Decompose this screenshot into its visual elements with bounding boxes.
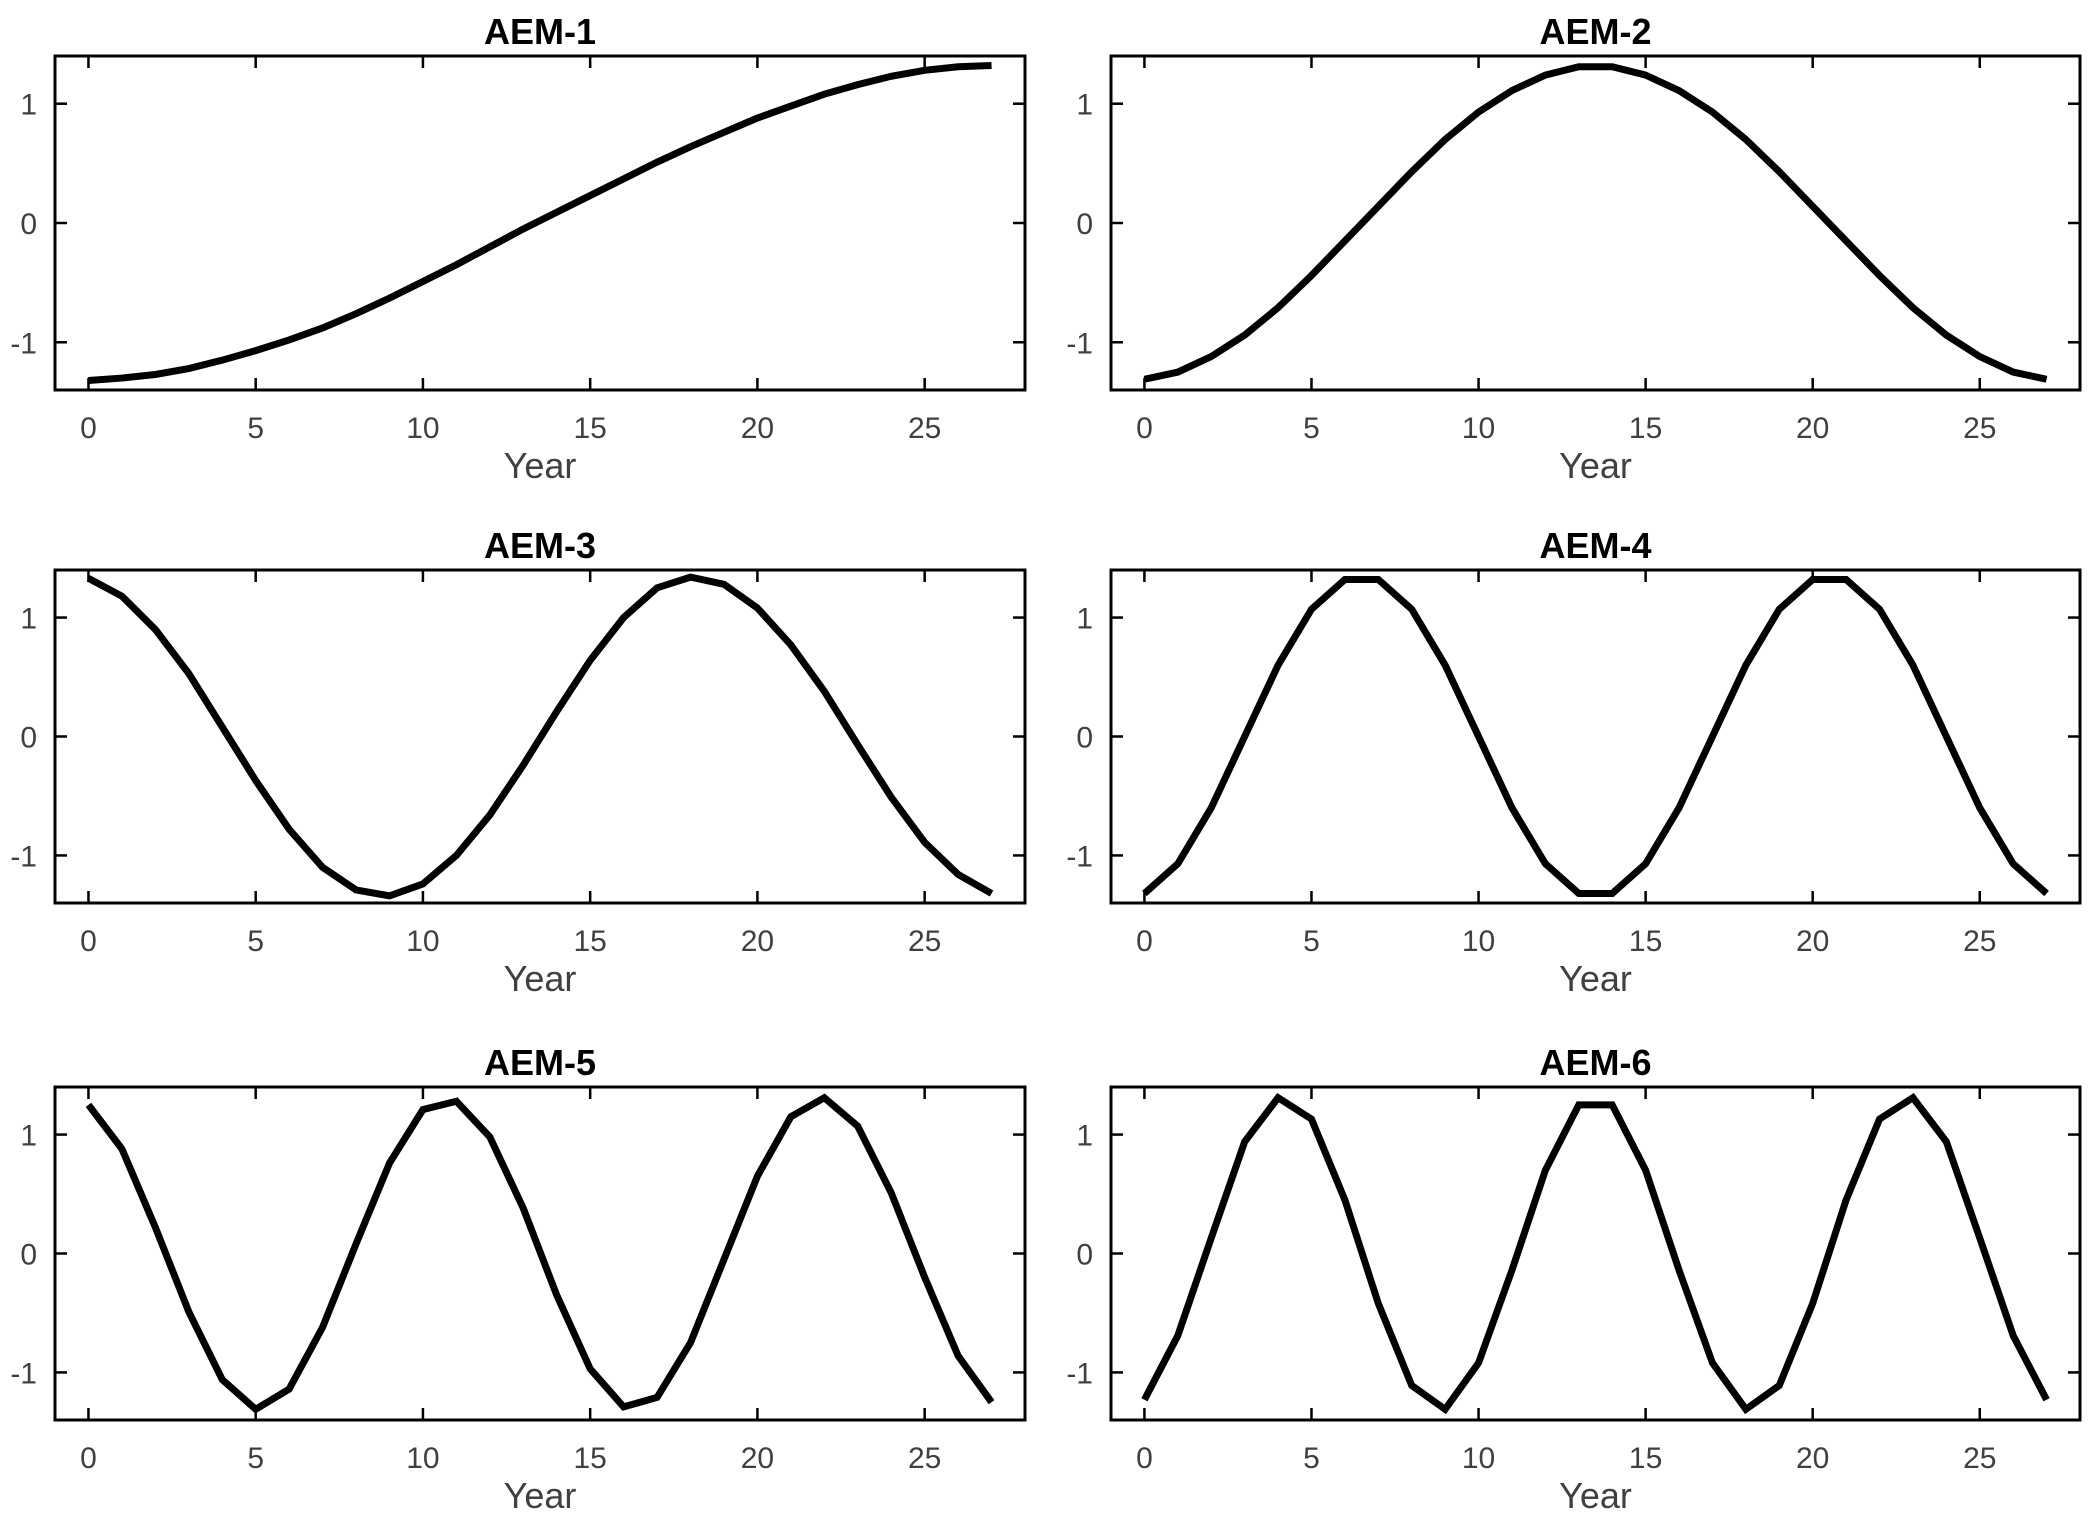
chart-panel-3: AEM-3 0 5 10 15 20 25 -1 0 1 Year bbox=[10, 525, 1027, 999]
x-tick-label: 15 bbox=[1629, 412, 1662, 445]
y-tick-label: -1 bbox=[10, 1357, 37, 1390]
chart-title: AEM-6 bbox=[1539, 1042, 1651, 1083]
x-tick-label: 20 bbox=[741, 412, 774, 445]
chart-panel-6: AEM-6 0 5 10 15 20 25 -1 0 1 Year bbox=[1066, 1042, 2082, 1516]
x-tick-label: 5 bbox=[247, 1442, 264, 1475]
x-tick-label: 5 bbox=[247, 925, 264, 958]
y-tick-label: -1 bbox=[1066, 1357, 1093, 1390]
x-tick-label: 25 bbox=[908, 925, 941, 958]
x-tick-label: 25 bbox=[1963, 1442, 1996, 1475]
x-tick-label: 20 bbox=[1796, 1442, 1829, 1475]
x-tick-label: 5 bbox=[1303, 1442, 1320, 1475]
series-line-1 bbox=[1142, 576, 2049, 897]
chart-title: AEM-4 bbox=[1539, 525, 1651, 566]
chart-panel-2: AEM-2 0 5 10 15 20 25 -1 0 1 Year bbox=[1066, 11, 2082, 486]
y-tick-label: 0 bbox=[20, 722, 37, 755]
x-tick-label: 10 bbox=[406, 412, 439, 445]
series-line-1 bbox=[85, 1093, 995, 1414]
y-tick-label: 1 bbox=[1076, 89, 1093, 122]
x-axis-label: Year bbox=[504, 958, 577, 999]
y-tick-label: 0 bbox=[1076, 208, 1093, 241]
chart-panel-5: AEM-5 0 5 10 15 20 25 -1 0 1 Year bbox=[10, 1042, 1027, 1516]
x-tick-label: 25 bbox=[908, 1442, 941, 1475]
x-tick-label: 15 bbox=[1629, 1442, 1662, 1475]
x-tick-label: 5 bbox=[1303, 412, 1320, 445]
x-axis-label: Year bbox=[504, 445, 577, 486]
y-tick-label: -1 bbox=[1066, 327, 1093, 360]
x-axis-label: Year bbox=[1559, 445, 1632, 486]
x-tick-label: 15 bbox=[1629, 925, 1662, 958]
x-tick-label: 0 bbox=[1136, 412, 1153, 445]
axes-frame bbox=[1109, 568, 2082, 905]
x-tick-label: 0 bbox=[1136, 925, 1153, 958]
series-line-1 bbox=[1141, 1093, 2050, 1415]
y-tick-label: -1 bbox=[1066, 840, 1093, 873]
x-tick-label: 25 bbox=[908, 412, 941, 445]
axes-frame bbox=[1109, 1085, 2082, 1422]
chart-panel-1: AEM-1 0 5 10 15 20 25 -1 0 1 Year bbox=[10, 11, 1027, 486]
x-tick-label: 10 bbox=[406, 1442, 439, 1475]
y-tick-label: 0 bbox=[20, 208, 37, 241]
series-line-1 bbox=[1143, 63, 2048, 383]
x-tick-label: 25 bbox=[1963, 925, 1996, 958]
chart-panel-4: AEM-4 0 5 10 15 20 25 -1 0 1 Year bbox=[1066, 525, 2082, 999]
chart-title: AEM-1 bbox=[484, 11, 596, 52]
x-tick-label: 10 bbox=[406, 925, 439, 958]
x-tick-label: 10 bbox=[1462, 925, 1495, 958]
x-axis-label: Year bbox=[504, 1475, 577, 1516]
y-tick-label: 1 bbox=[1076, 1120, 1093, 1153]
y-tick-label: 0 bbox=[1076, 722, 1093, 755]
x-tick-label: 10 bbox=[1462, 412, 1495, 445]
y-tick-label: 1 bbox=[20, 1120, 37, 1153]
x-tick-label: 0 bbox=[80, 925, 97, 958]
y-tick-label: -1 bbox=[10, 840, 37, 873]
y-tick-label: 1 bbox=[1076, 603, 1093, 636]
x-tick-label: 10 bbox=[1462, 1442, 1495, 1475]
chart-title: AEM-5 bbox=[484, 1042, 596, 1083]
x-tick-label: 5 bbox=[1303, 925, 1320, 958]
y-tick-label: -1 bbox=[10, 327, 37, 360]
x-tick-label: 0 bbox=[80, 1442, 97, 1475]
axes-frame bbox=[1109, 54, 2082, 392]
x-tick-label: 15 bbox=[573, 1442, 606, 1475]
x-tick-label: 0 bbox=[1136, 1442, 1153, 1475]
y-tick-label: 1 bbox=[20, 603, 37, 636]
x-axis-label: Year bbox=[1559, 958, 1632, 999]
chart-title: AEM-2 bbox=[1539, 11, 1651, 52]
y-tick-label: 1 bbox=[20, 89, 37, 122]
x-tick-label: 20 bbox=[741, 925, 774, 958]
x-axis-label: Year bbox=[1559, 1475, 1632, 1516]
x-tick-label: 15 bbox=[573, 925, 606, 958]
series-line-1 bbox=[86, 573, 994, 900]
chart-title: AEM-3 bbox=[484, 525, 596, 566]
x-tick-label: 20 bbox=[1796, 925, 1829, 958]
series-line-1 bbox=[88, 62, 992, 384]
y-tick-label: 0 bbox=[20, 1239, 37, 1272]
x-tick-label: 5 bbox=[247, 412, 264, 445]
y-tick-label: 0 bbox=[1076, 1239, 1093, 1272]
x-tick-label: 25 bbox=[1963, 412, 1996, 445]
x-tick-label: 20 bbox=[741, 1442, 774, 1475]
x-tick-label: 15 bbox=[573, 412, 606, 445]
x-tick-label: 20 bbox=[1796, 412, 1829, 445]
x-tick-label: 0 bbox=[80, 412, 97, 445]
